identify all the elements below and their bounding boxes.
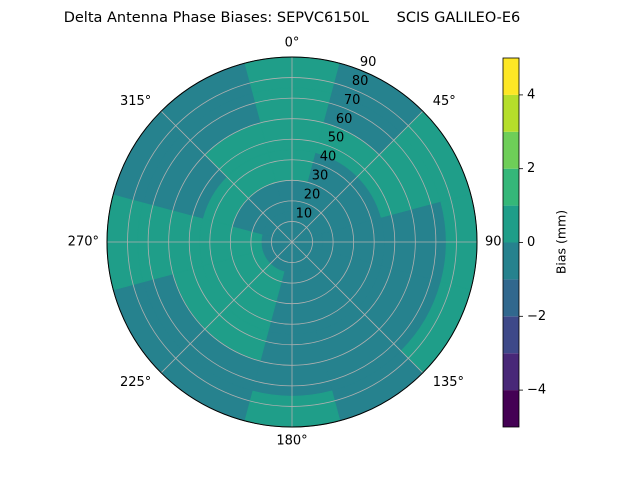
- angular-tick-label: 90: [485, 235, 502, 250]
- angular-grid-line: [160, 241, 293, 374]
- colorbar-band: [503, 131, 519, 169]
- colorbar-band: [503, 353, 519, 391]
- colorbar-tick-label: 0: [527, 235, 535, 250]
- colorbar-tick-label: −2: [527, 309, 546, 324]
- angular-grid-line: [291, 241, 424, 374]
- radial-tick-label: 90: [360, 55, 377, 70]
- radial-tick-label: 10: [296, 206, 313, 221]
- angular-grid-line: [160, 110, 293, 243]
- radial-tick-label: 50: [328, 131, 345, 146]
- angular-tick-label: 180°: [276, 434, 307, 449]
- radial-tick-label: 60: [336, 112, 353, 127]
- radial-tick-label: 30: [312, 169, 329, 184]
- colorbar-band: [503, 316, 519, 354]
- colorbar-band: [503, 390, 519, 427]
- colorbar-tick-label: 4: [527, 87, 535, 102]
- angular-tick-label: 270°: [68, 235, 99, 250]
- radial-tick-label: 20: [304, 187, 321, 202]
- angular-tick-label: 315°: [120, 94, 151, 109]
- angular-tick-label: 225°: [120, 375, 151, 390]
- colorbar-tick-label: 2: [527, 161, 535, 176]
- colorbar-band: [503, 94, 519, 132]
- colorbar-label: Bias (mm): [554, 210, 569, 274]
- angular-grid-line: [291, 110, 424, 243]
- colorbar-band: [503, 279, 519, 317]
- colorbar-band: [503, 205, 519, 243]
- chart-title: Delta Antenna Phase Biases: SEPVC6150L S…: [64, 10, 521, 26]
- radial-tick-label: 70: [344, 93, 361, 108]
- radial-tick-label: 80: [352, 74, 369, 89]
- angular-tick-label: 45°: [433, 94, 456, 109]
- polar-frame: [106, 56, 478, 428]
- angular-tick-label: 0°: [285, 36, 300, 51]
- radial-tick-label: 40: [320, 150, 337, 165]
- angular-tick-label: 135°: [433, 375, 464, 390]
- colorbar-band: [503, 58, 519, 95]
- colorbar-tick-label: −4: [527, 383, 546, 398]
- colorbar-band: [503, 242, 519, 280]
- colorbar-band: [503, 168, 519, 206]
